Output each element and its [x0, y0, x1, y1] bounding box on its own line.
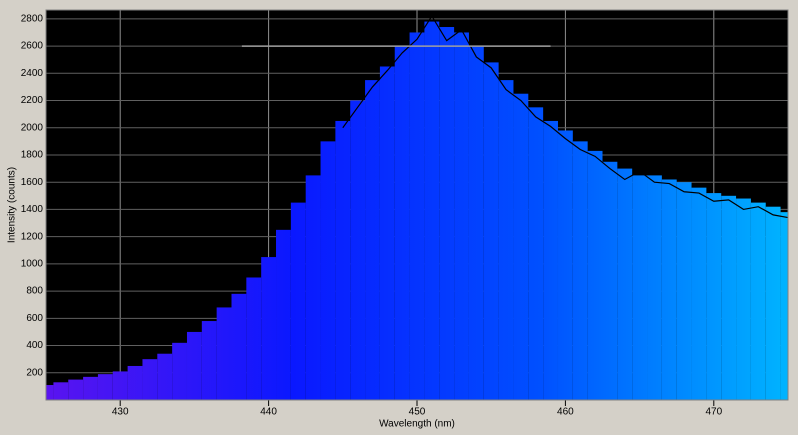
spectrum-bar	[661, 179, 677, 400]
spectrum-bar	[572, 141, 588, 400]
y-tick-label: 1800	[21, 150, 44, 161]
y-tick-label: 1400	[21, 204, 44, 215]
spectrum-bar	[305, 175, 321, 400]
spectrum-bar	[750, 202, 766, 400]
spectrum-bar	[216, 307, 232, 400]
spectrum-bar	[498, 80, 514, 401]
spectrum-bar	[602, 161, 618, 400]
spectrum-bar	[647, 175, 662, 400]
spectrum-bar	[127, 365, 143, 400]
spectrum-bar	[68, 379, 84, 400]
x-axis-title: Wavelength (nm)	[379, 419, 455, 430]
x-tick-label: 440	[260, 407, 277, 418]
x-tick-label: 450	[409, 407, 426, 418]
spectrum-bar	[424, 21, 440, 401]
spectrum-bar	[320, 141, 336, 400]
spectrum-bar	[350, 100, 366, 400]
spectrum-bar	[706, 193, 722, 400]
x-tick-label: 430	[112, 407, 129, 418]
spectrum-bar	[335, 120, 351, 400]
spectrum-bar	[557, 130, 573, 401]
spectrum-bar	[97, 374, 113, 400]
plot-frame	[45, 9, 789, 401]
spectrum-bar	[765, 206, 781, 400]
spectrum-bar	[587, 150, 603, 400]
spectrum-bar	[736, 198, 751, 400]
x-tick-label: 470	[705, 407, 722, 418]
y-tick-label: 800	[26, 286, 43, 297]
y-tick-label: 2000	[21, 122, 44, 133]
spectrum-bar	[676, 182, 692, 400]
spectrum-line	[342, 14, 789, 219]
y-tick-label: 1200	[21, 231, 44, 242]
spectrum-bar	[513, 93, 529, 400]
spectrum-bar	[394, 46, 410, 400]
spectrum-bar	[691, 187, 707, 400]
spectrum-bar	[201, 321, 217, 400]
y-tick-label: 400	[26, 340, 43, 351]
spectrum-bar	[172, 342, 187, 400]
spectrum-bar	[632, 175, 648, 400]
spectrum-bar	[186, 331, 202, 400]
x-tick-label: 460	[557, 407, 574, 418]
spectrum-bar	[157, 353, 173, 400]
spectrum-bar	[365, 80, 380, 401]
spectrum-bar	[112, 371, 128, 400]
spectrum-bar	[53, 382, 69, 400]
spectrum-bar	[231, 293, 247, 400]
spectrum-bar	[454, 32, 469, 401]
spectrum-bar	[543, 120, 558, 400]
spectrum-bar	[528, 107, 544, 401]
spectrum-bar	[721, 195, 737, 400]
y-tick-label: 1000	[21, 259, 44, 270]
y-tick-label: 2200	[21, 95, 44, 106]
y-tick-label: 600	[26, 313, 43, 324]
spectrum-bar	[46, 385, 54, 400]
y-tick-label: 2800	[21, 13, 44, 24]
spectrum-bar	[246, 277, 262, 400]
y-tick-label: 200	[26, 367, 43, 378]
spectrum-bar	[290, 202, 306, 400]
y-tick-label: 2400	[21, 68, 44, 79]
spectrum-bar	[276, 229, 291, 400]
spectrum-bar	[142, 359, 158, 400]
spectrum-bar	[83, 376, 98, 400]
spectrum-bar	[468, 46, 484, 400]
y-axis-title: Intensity (counts)	[7, 167, 18, 243]
spectrum-bar	[780, 212, 788, 400]
spectrum-bar	[379, 66, 395, 400]
y-tick-label: 1600	[21, 177, 44, 188]
spectrum-bar	[483, 62, 499, 400]
y-tick-label: 2600	[21, 41, 44, 52]
spectrum-bar	[439, 27, 455, 400]
spectrum-bar	[261, 257, 277, 400]
spectrum-bar	[617, 168, 633, 400]
spectrum-bar	[409, 32, 425, 401]
